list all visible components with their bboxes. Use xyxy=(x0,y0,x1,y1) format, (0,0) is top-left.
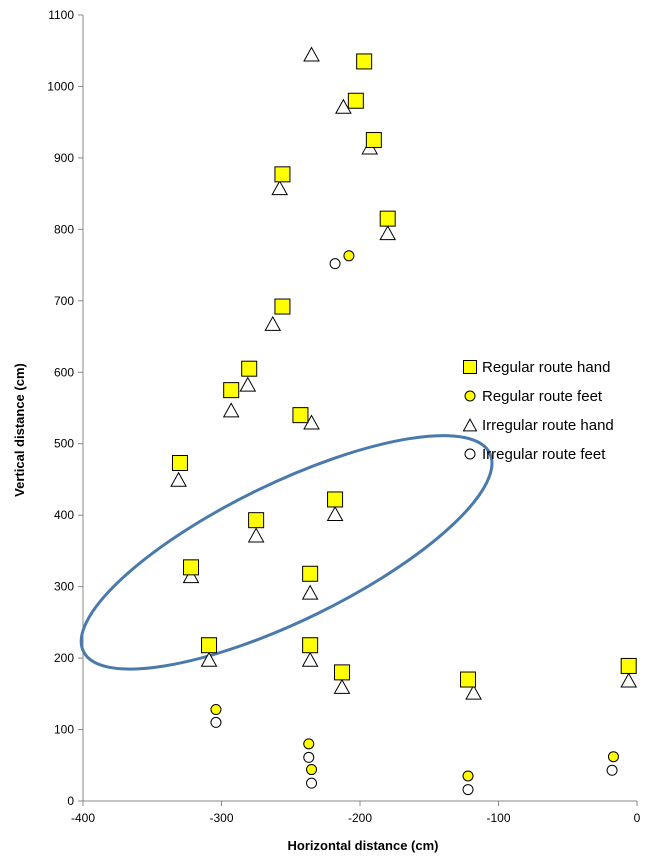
data-point xyxy=(333,664,350,681)
data-point xyxy=(347,92,364,109)
data-point xyxy=(247,527,265,543)
data-point xyxy=(302,565,319,582)
data-point xyxy=(365,132,382,149)
legend: Regular route hand Regular route feet Irre… xyxy=(462,359,614,463)
data-markers xyxy=(170,46,638,796)
data-point xyxy=(200,651,218,667)
legend-label: Regular route feet xyxy=(482,388,603,405)
series-regular-route-hand xyxy=(171,53,637,688)
y-tick-label: 1100 xyxy=(48,8,74,22)
data-point xyxy=(327,491,344,508)
y-tick-label: 400 xyxy=(54,508,74,522)
legend-label: Irregular route feet xyxy=(482,446,606,463)
y-tick-label: 600 xyxy=(54,365,74,379)
x-tick-label: -400 xyxy=(71,811,95,825)
annotations xyxy=(79,434,494,671)
data-point xyxy=(462,770,474,782)
data-point xyxy=(606,764,618,776)
data-point xyxy=(170,471,187,487)
data-point xyxy=(303,46,320,62)
data-point xyxy=(241,360,258,377)
data-point xyxy=(333,678,351,694)
data-point xyxy=(379,210,396,227)
series-irregular-route-feet xyxy=(210,258,618,796)
x-tick-label: 0 xyxy=(634,811,641,825)
data-point xyxy=(343,250,355,262)
legend-marker xyxy=(464,448,476,460)
data-point xyxy=(306,764,318,776)
data-point xyxy=(335,98,352,114)
data-point xyxy=(607,751,619,763)
legend-label: Regular route hand xyxy=(482,359,610,376)
data-point xyxy=(183,559,200,576)
y-tick-label: 200 xyxy=(54,651,74,665)
legend-marker xyxy=(464,390,476,402)
y-tick-label: 800 xyxy=(54,222,74,236)
y-tick-label: 500 xyxy=(54,437,74,451)
data-point xyxy=(210,704,222,716)
data-point xyxy=(356,53,373,70)
data-point xyxy=(306,777,318,789)
data-point xyxy=(292,407,309,424)
legend-marker xyxy=(463,360,477,374)
data-point xyxy=(326,505,344,522)
legend-label: Irregular route hand xyxy=(482,417,614,434)
data-point xyxy=(271,180,289,196)
legend-marker xyxy=(462,418,478,432)
data-point xyxy=(223,382,240,399)
highlight-ellipse xyxy=(79,434,494,671)
data-point xyxy=(329,258,341,270)
data-point xyxy=(301,584,319,600)
x-tick-label: -200 xyxy=(348,811,372,825)
data-point xyxy=(303,751,315,763)
data-point xyxy=(274,298,291,315)
data-point xyxy=(460,671,477,688)
data-point xyxy=(201,637,218,654)
y-axis-title: Vertical distance (cm) xyxy=(12,363,27,497)
y-tick-label: 300 xyxy=(54,580,74,594)
series-regular-route-feet xyxy=(210,250,619,782)
data-point xyxy=(620,672,638,688)
data-point xyxy=(210,716,222,728)
data-point xyxy=(222,402,240,418)
axes: 0 100 200 300 400 500 600 700 800 900 1000 1100 -400… xyxy=(47,8,640,825)
x-tick-label: -300 xyxy=(209,811,233,825)
data-point xyxy=(301,651,319,667)
data-point xyxy=(182,568,200,584)
y-tick-label: 700 xyxy=(54,294,74,308)
y-tick-label: 900 xyxy=(54,151,74,165)
data-point xyxy=(302,637,319,654)
data-point xyxy=(274,166,291,183)
data-point xyxy=(171,455,188,472)
data-point xyxy=(303,738,315,750)
y-tick-label: 1000 xyxy=(47,79,74,93)
x-tick-label: -100 xyxy=(486,811,510,825)
data-point xyxy=(248,512,265,529)
y-tick-label: 100 xyxy=(54,723,74,737)
data-point xyxy=(462,784,474,796)
x-axis-title: Horizontal distance (cm) xyxy=(288,838,439,853)
data-point xyxy=(620,657,637,674)
data-point xyxy=(465,684,482,700)
data-point xyxy=(239,376,257,392)
data-point xyxy=(379,225,397,241)
data-point xyxy=(264,315,282,331)
y-tick-label: 0 xyxy=(67,794,74,808)
